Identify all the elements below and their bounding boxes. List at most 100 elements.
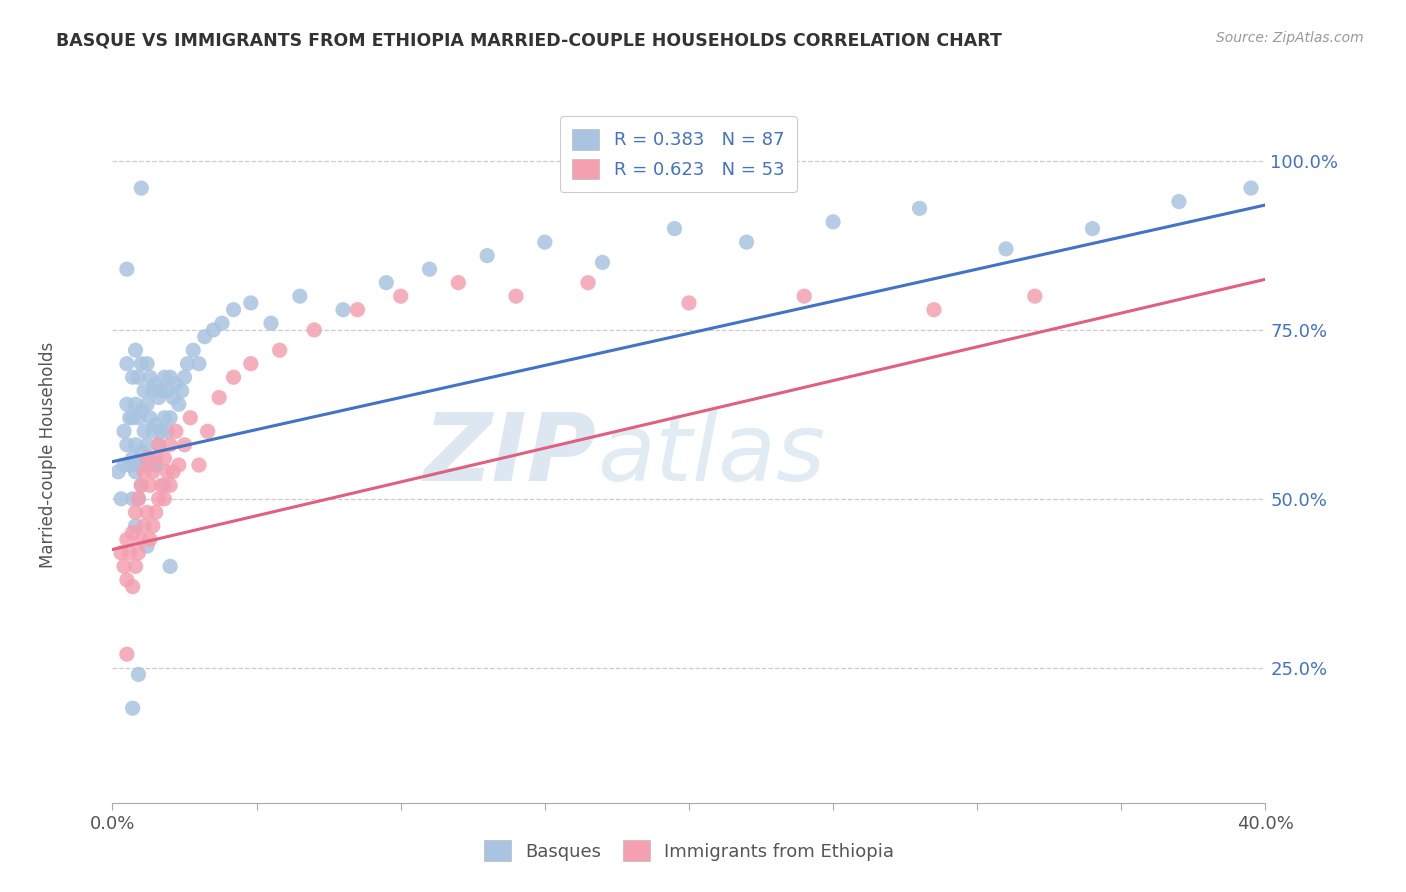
Point [112, 424, 135, 438]
Point [118, 410, 141, 425]
Point [118, 546, 141, 560]
Point [162, 465, 184, 479]
Point [167, 458, 190, 472]
Point [211, 316, 233, 330]
Point [115, 573, 138, 587]
Point [188, 458, 211, 472]
Point [142, 384, 165, 398]
Point [139, 410, 162, 425]
Point [153, 478, 176, 492]
Point [115, 397, 138, 411]
Point [150, 478, 173, 492]
Point [576, 276, 599, 290]
Point [139, 533, 162, 547]
Point [127, 491, 149, 506]
Point [121, 491, 143, 506]
Point [136, 505, 159, 519]
Point [127, 546, 149, 560]
Point [592, 255, 614, 269]
Point [447, 276, 470, 290]
Point [121, 525, 143, 540]
Point [1240, 181, 1263, 195]
Point [142, 519, 165, 533]
Point [153, 410, 176, 425]
Point [129, 478, 153, 492]
Point [115, 262, 138, 277]
Point [136, 539, 159, 553]
Point [129, 533, 153, 547]
Point [124, 343, 146, 358]
Point [165, 424, 187, 438]
Point [153, 451, 176, 466]
Point [136, 357, 159, 371]
Point [145, 505, 167, 519]
Point [118, 458, 141, 472]
Point [139, 478, 162, 492]
Point [136, 438, 159, 452]
Point [124, 519, 146, 533]
Point [197, 424, 219, 438]
Point [124, 465, 146, 479]
Point [134, 519, 156, 533]
Point [505, 289, 527, 303]
Point [165, 376, 187, 391]
Point [288, 289, 311, 303]
Point [908, 202, 931, 216]
Point [115, 647, 138, 661]
Point [389, 289, 412, 303]
Point [179, 410, 201, 425]
Text: atlas: atlas [596, 409, 825, 500]
Point [124, 397, 146, 411]
Point [136, 451, 159, 466]
Point [1024, 289, 1046, 303]
Point [115, 533, 138, 547]
Point [162, 391, 184, 405]
Point [176, 357, 198, 371]
Point [735, 235, 758, 249]
Point [145, 458, 167, 472]
Point [156, 384, 179, 398]
Point [115, 438, 138, 452]
Point [678, 296, 700, 310]
Point [150, 384, 173, 398]
Point [107, 465, 129, 479]
Point [1081, 221, 1104, 235]
Point [112, 559, 135, 574]
Point [127, 410, 149, 425]
Point [142, 424, 165, 438]
Point [475, 249, 498, 263]
Text: Source: ZipAtlas.com: Source: ZipAtlas.com [1216, 31, 1364, 45]
Point [1167, 194, 1189, 209]
Point [194, 329, 217, 343]
Point [222, 302, 245, 317]
Point [664, 221, 686, 235]
Point [145, 417, 167, 432]
Point [129, 357, 153, 371]
Y-axis label: Married-couple Households: Married-couple Households [39, 342, 56, 568]
Point [173, 370, 195, 384]
Point [159, 559, 181, 574]
Point [115, 357, 138, 371]
Point [134, 424, 156, 438]
Legend: Basques, Immigrants from Ethiopia: Basques, Immigrants from Ethiopia [475, 831, 903, 871]
Point [134, 465, 156, 479]
Point [121, 451, 143, 466]
Point [346, 302, 368, 317]
Point [821, 215, 844, 229]
Point [139, 451, 162, 466]
Point [995, 242, 1018, 256]
Point [260, 316, 283, 330]
Point [153, 370, 176, 384]
Point [332, 302, 354, 317]
Point [129, 404, 153, 418]
Point [145, 458, 167, 472]
Point [202, 323, 225, 337]
Point [239, 296, 262, 310]
Point [121, 370, 143, 384]
Point [156, 465, 179, 479]
Point [121, 580, 143, 594]
Point [124, 505, 146, 519]
Point [148, 491, 170, 506]
Point [121, 410, 143, 425]
Point [159, 478, 181, 492]
